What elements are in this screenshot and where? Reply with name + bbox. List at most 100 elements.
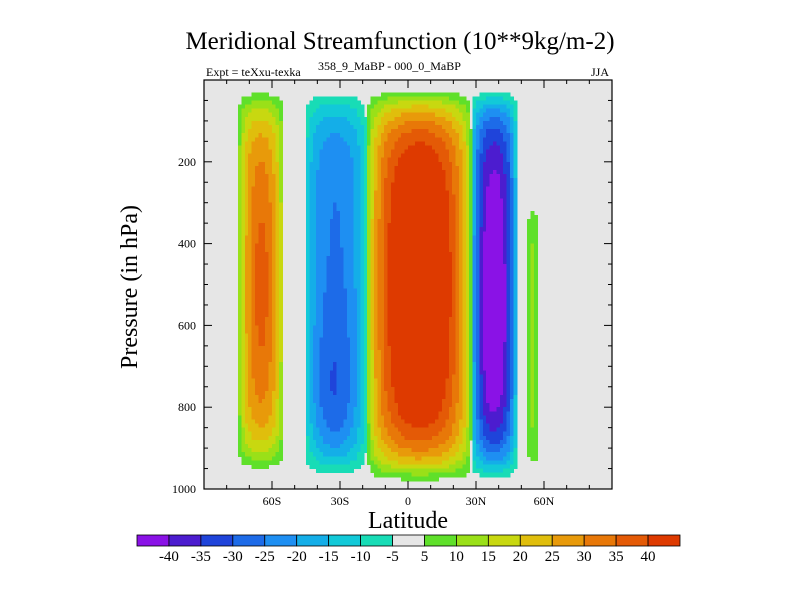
field-cell	[238, 435, 242, 441]
field-cell	[414, 341, 419, 347]
field-cell	[312, 444, 317, 449]
field-cell	[244, 399, 249, 404]
field-cell	[268, 255, 273, 261]
field-cell	[353, 313, 358, 318]
field-cell	[241, 124, 246, 130]
field-cell	[360, 264, 365, 269]
field-cell	[343, 284, 348, 290]
field-cell	[319, 431, 324, 437]
field-cell	[258, 227, 263, 232]
field-cell	[421, 141, 426, 147]
field-cell	[306, 223, 310, 228]
field-cell	[377, 296, 382, 302]
field-cell	[425, 288, 429, 294]
field-cell	[306, 288, 310, 294]
field-cell	[306, 276, 310, 282]
field-cell	[350, 264, 355, 269]
field-cell	[275, 276, 280, 282]
field-cell	[435, 247, 440, 253]
field-cell	[241, 186, 246, 192]
field-cell	[397, 92, 402, 97]
field-cell	[428, 186, 433, 192]
field-cell	[431, 366, 436, 371]
field-cell	[360, 378, 365, 384]
field-cell	[244, 456, 249, 461]
field-cell	[316, 96, 321, 102]
field-cell	[323, 354, 327, 359]
field-cell	[323, 145, 327, 151]
field-cell	[333, 247, 338, 253]
field-cell	[306, 264, 310, 269]
field-cell	[326, 255, 331, 261]
field-cell	[401, 309, 406, 314]
field-cell	[425, 304, 429, 310]
field-cell	[238, 239, 242, 245]
field-cell	[343, 96, 348, 102]
field-cell	[425, 296, 429, 302]
field-cell	[326, 448, 331, 453]
field-cell	[333, 182, 338, 187]
field-cell	[431, 153, 436, 159]
field-cell	[431, 280, 436, 286]
field-cell	[278, 104, 283, 110]
field-cell	[244, 411, 249, 416]
field-cell	[306, 214, 310, 220]
field-cell	[268, 333, 273, 339]
field-cell	[272, 223, 276, 228]
field-cell	[316, 108, 321, 114]
field-cell	[333, 206, 338, 212]
field-cell	[258, 427, 263, 433]
field-cell	[397, 423, 402, 429]
field-cell	[312, 251, 317, 257]
field-cell	[404, 169, 409, 175]
field-cell	[323, 407, 327, 412]
field-cell	[428, 210, 433, 216]
field-cell	[329, 390, 334, 396]
field-cell	[258, 448, 263, 453]
field-cell	[333, 403, 338, 408]
field-cell	[278, 227, 283, 232]
field-cell	[248, 210, 253, 216]
field-cell	[377, 460, 382, 466]
field-cell	[411, 337, 416, 343]
field-cell	[408, 345, 412, 351]
field-cell	[418, 366, 423, 371]
field-cell	[391, 198, 395, 204]
field-cell	[411, 108, 416, 114]
field-cell	[343, 239, 348, 245]
field-cell	[374, 452, 378, 457]
field-cell	[445, 100, 450, 106]
field-cell	[261, 276, 266, 282]
field-cell	[255, 223, 259, 228]
field-cell	[251, 415, 256, 421]
field-cell	[275, 255, 280, 261]
field-cell	[431, 333, 436, 339]
field-cell	[268, 427, 273, 433]
field-cell	[391, 448, 395, 453]
field-cell	[431, 431, 436, 437]
field-cell	[275, 300, 280, 306]
field-cell	[421, 288, 426, 294]
field-cell	[326, 133, 331, 138]
field-cell	[428, 439, 433, 445]
field-cell	[268, 444, 273, 449]
field-cell	[255, 100, 259, 106]
field-cell	[326, 284, 331, 290]
field-cell	[238, 231, 242, 237]
field-cell	[346, 133, 351, 138]
field-cell	[340, 223, 344, 228]
field-cell	[435, 439, 440, 445]
field-cell	[431, 358, 436, 363]
field-cell	[326, 349, 331, 355]
field-cell	[312, 284, 317, 290]
field-cell	[309, 386, 314, 392]
field-cell	[278, 325, 283, 331]
field-cell	[316, 157, 321, 163]
field-cell	[350, 251, 355, 257]
field-cell	[268, 178, 273, 183]
field-cell	[387, 431, 392, 437]
field-cell	[309, 219, 314, 224]
field-cell	[241, 174, 246, 179]
field-cell	[346, 386, 351, 392]
field-cell	[377, 292, 382, 298]
